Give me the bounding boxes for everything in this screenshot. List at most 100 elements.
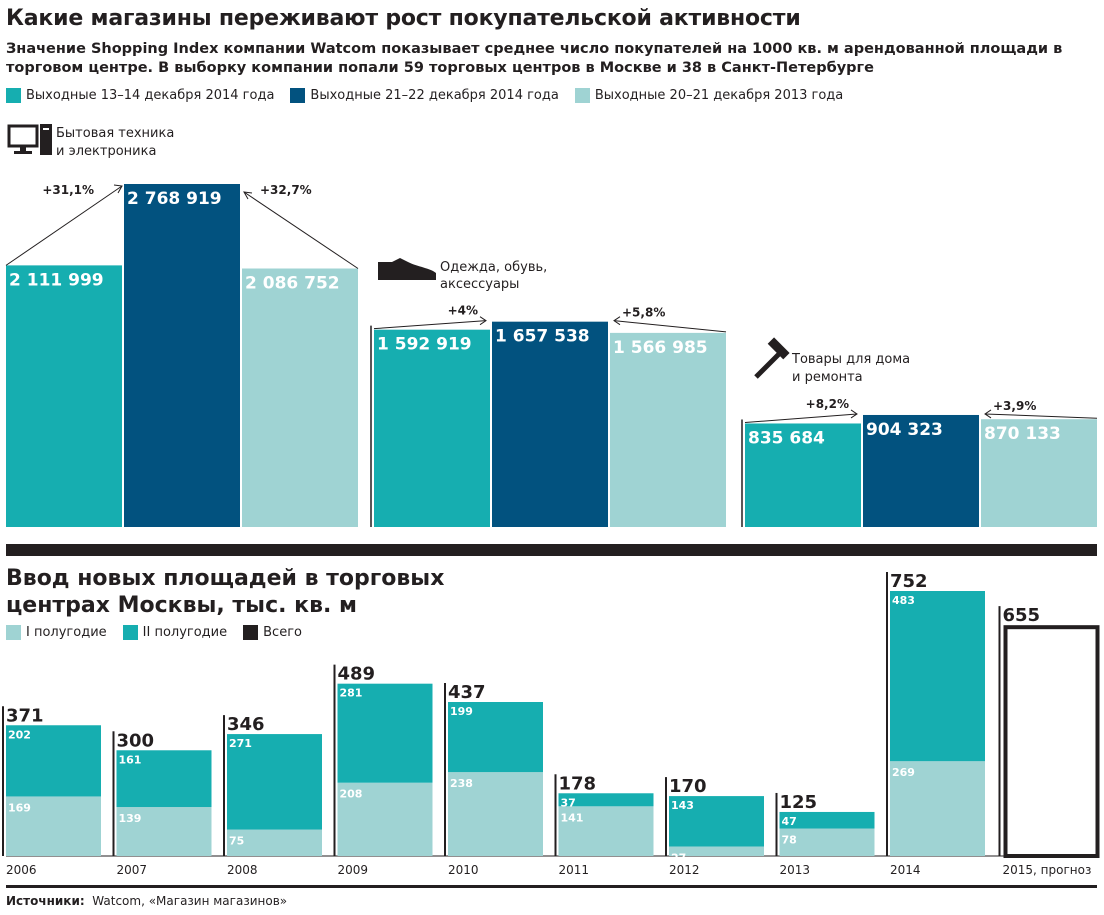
bar-h1-value-2006: 169 (8, 801, 31, 814)
bar-h1-2014 (890, 761, 985, 856)
change-arrow-right-1 (243, 191, 359, 269)
legend2-swatch-3 (243, 625, 259, 640)
bar-h2-value-2007: 161 (119, 753, 142, 766)
change-arrowhead-right-3 (984, 409, 992, 419)
legend-label-1: Выходные 13–14 декабря 2014 года (26, 88, 275, 103)
bar-3-2 (863, 414, 979, 527)
bar-h2-2010 (448, 702, 543, 773)
change-arrowhead-left-3 (850, 409, 858, 419)
computer-icon-stand (20, 146, 26, 151)
change-label-left-3: +8,2% (806, 397, 849, 411)
legend-swatch-3 (574, 88, 590, 103)
change-arrow-right-3 (984, 413, 1098, 419)
bar-h1-2010 (448, 772, 543, 856)
legend-swatch-1 (6, 88, 21, 103)
legend-item-3: Выходные 20–21 декабря 2013 года (574, 88, 844, 103)
total-value-2014: 752 (890, 571, 928, 592)
legend-top: Выходные 13–14 декабря 2014 года Выходны… (6, 88, 859, 103)
bar-h1-value-2013: 78 (782, 834, 797, 847)
bar-1-2 (124, 184, 240, 527)
bar-h2-value-2012: 143 (671, 799, 694, 812)
bar-h1-2006 (6, 796, 101, 856)
bar-h2-value-2009: 281 (340, 687, 363, 700)
total-value-2013: 125 (780, 792, 818, 813)
category-label-3-line-1: Товары для дома (791, 352, 910, 367)
x-tick-label-8: 2014 (890, 863, 921, 877)
category-label-2-line-1: Одежда, обувь, (440, 260, 547, 275)
x-tick-label-3: 2009 (338, 863, 369, 877)
bar-2-3 (610, 332, 726, 527)
change-label-left-2: +4% (448, 304, 478, 318)
bar-h2-2012 (669, 796, 764, 847)
bar-h2-value-2014: 483 (892, 594, 915, 607)
total-value-2009: 489 (338, 664, 376, 685)
legend2-item-1: I полугодие (6, 625, 107, 640)
category-label-1-line-2: и электроника (56, 144, 156, 159)
bar-total-2015, прогноз (1003, 625, 1100, 859)
hammer-icon-head (767, 337, 790, 360)
computer-icon-base (14, 151, 32, 154)
bar-h1-2007 (116, 807, 212, 856)
computer-icon-screen (7, 124, 39, 148)
bar-h2-2007 (116, 750, 212, 808)
bar-h2-2006 (6, 725, 101, 797)
legend-item-1: Выходные 13–14 декабря 2014 года (6, 88, 274, 103)
total-value-2006: 371 (6, 705, 44, 726)
bar-h1-value-2014: 269 (892, 766, 915, 779)
bar-h2-value-2013: 47 (782, 815, 797, 828)
chart-title: Какие магазины переживают рост покупател… (6, 6, 801, 31)
bar-h1-value-2007: 139 (119, 812, 142, 825)
shoe-icon-body (378, 258, 436, 280)
shoe-icon (378, 258, 436, 280)
bar-h1-2008 (227, 829, 322, 856)
legend-swatch-2 (290, 88, 306, 103)
bar-value-2-3: 1 566 985 (613, 338, 708, 358)
bar-2-2 (492, 321, 608, 527)
x-tick-label-5: 2011 (559, 863, 590, 877)
total-value-2015, прогноз: 655 (1003, 605, 1041, 626)
retail-space-chart: 169 202 371 2006 139 161 300 2007 75 271 346 2008 20… (2, 571, 1100, 877)
category-label-2-line-2: аксессуары (440, 277, 519, 292)
change-arrowhead-right-1 (243, 191, 253, 200)
bar-value-3-2: 904 323 (866, 420, 943, 440)
legend2-item-3: Всего (243, 625, 302, 640)
bar-value-2-2: 1 657 538 (495, 327, 590, 347)
bar-h2-value-2008: 271 (229, 737, 252, 750)
computer-icon-slot (43, 128, 49, 130)
bar-value-3-1: 835 684 (748, 428, 825, 448)
total-value-2012: 170 (669, 776, 707, 797)
bar-h1-2012 (669, 846, 764, 856)
bar-h1-2011 (558, 806, 654, 856)
bar-h1-value-2008: 75 (229, 835, 244, 848)
change-arrow-left-3 (744, 413, 858, 423)
legend-label-3: Выходные 20–21 декабря 2013 года (594, 88, 844, 103)
bar-h1-2009 (337, 782, 433, 856)
bar-3-3 (981, 419, 1097, 527)
bar-h1-2013 (779, 828, 875, 856)
bar-h2-2009 (337, 683, 433, 783)
x-tick-label-2: 2008 (227, 863, 258, 877)
bar-h2-value-2010: 199 (450, 705, 473, 718)
bar-h2-2008 (227, 734, 322, 830)
legend2-label-3: Всего (263, 625, 302, 640)
x-tick-label-4: 2010 (448, 863, 479, 877)
change-arrowhead-left-1 (113, 184, 123, 194)
bar-h2-2013 (779, 811, 875, 829)
change-label-right-1: +32,7% (260, 183, 312, 197)
bar-h2-2011 (558, 793, 654, 807)
section-divider (6, 544, 1097, 556)
change-label-left-1: +31,1% (42, 183, 94, 197)
bar-h2-value-2006: 202 (8, 728, 31, 741)
x-tick-label-7: 2013 (780, 863, 811, 877)
bar-h1-value-2009: 208 (340, 788, 363, 801)
bar-value-2-1: 1 592 919 (377, 335, 472, 355)
legend-label-2: Выходные 21–22 декабря 2014 года (310, 88, 559, 103)
x-tick-label-9: 2015, прогноз (1003, 863, 1092, 877)
legend2-item-2: II полугодие (122, 625, 227, 640)
source-label: Источники: (6, 894, 85, 908)
source-text: Watcom, «Магазин магазинов» (92, 894, 288, 908)
bar-h1-value-2011: 141 (561, 811, 584, 824)
source-note: Источники: Watcom, «Магазин магазинов» (6, 894, 287, 908)
bar-value-1-2: 2 768 919 (127, 189, 222, 209)
change-label-right-2: +5,8% (622, 306, 665, 320)
